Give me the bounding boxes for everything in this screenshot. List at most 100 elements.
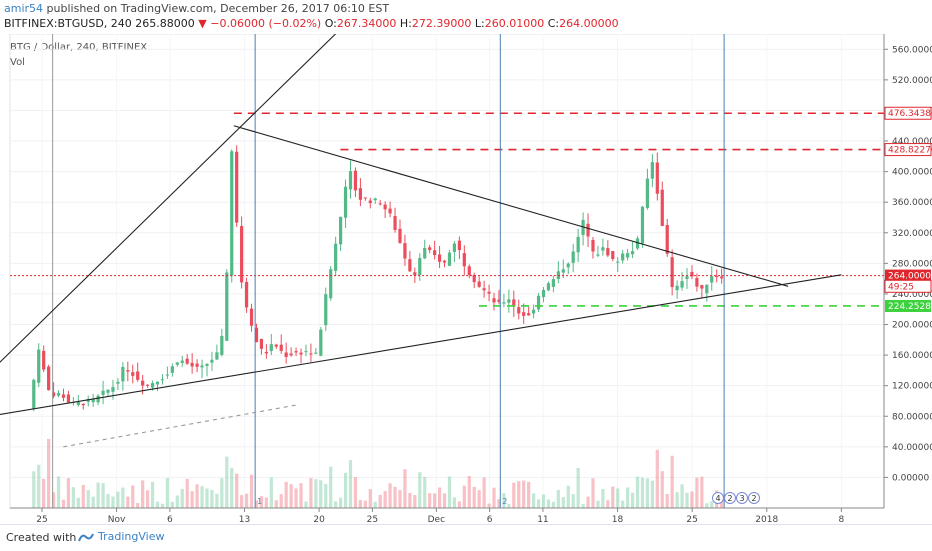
volume-bar [522, 480, 526, 508]
candle-body [106, 389, 110, 393]
created-with-text: Created with [6, 531, 77, 544]
candle-body [591, 239, 595, 252]
volume-label: Vol [10, 57, 25, 68]
volume-bar [531, 493, 536, 508]
candle-body [378, 203, 382, 205]
volume-bar [101, 483, 105, 508]
volume-bar [502, 493, 506, 508]
volume-bar [660, 471, 664, 508]
candle-body [319, 329, 323, 356]
candle-body [269, 344, 273, 352]
volume-bar [244, 493, 249, 508]
candle-body [180, 360, 184, 363]
volume-bar [358, 499, 363, 508]
candle-body [452, 243, 457, 252]
vline-marker: 2 [502, 497, 507, 506]
volume-bar [146, 490, 150, 508]
price-label: 476.34383 [888, 109, 932, 119]
tradingview-brand[interactable]: TradingView [78, 530, 164, 543]
candle-body [86, 399, 90, 402]
candle-body [467, 266, 471, 276]
candle-body [447, 252, 452, 266]
candle-body [690, 271, 694, 277]
volume-bar [616, 488, 620, 508]
volume-bar [418, 472, 422, 508]
y-tick-label: 160.00000 [892, 351, 932, 361]
candle-body [626, 253, 630, 258]
candle-body [457, 240, 461, 251]
low-label: L: [474, 17, 485, 30]
volume-bar [710, 501, 714, 508]
y-tick-label: 280.00000 [892, 259, 932, 269]
event-badge [736, 492, 748, 504]
candle-body [531, 309, 536, 314]
volume-bar [551, 501, 556, 508]
y-tick-label: 0.00000 [892, 473, 929, 483]
price-chart[interactable]: 12 560.00000520.00000480.00000440.000004… [0, 34, 932, 524]
event-badge [712, 492, 724, 504]
candle-body [665, 225, 669, 254]
volume-bar [388, 483, 392, 508]
candle-body [561, 269, 565, 273]
volume-bar [512, 482, 516, 508]
candle-body [408, 259, 412, 272]
candle-body [47, 366, 51, 391]
price-label-box [884, 106, 932, 120]
candle-body [200, 365, 204, 368]
candle-body [195, 363, 199, 367]
volume-bar [348, 460, 353, 508]
candle-body [254, 327, 259, 343]
candle-body [284, 352, 288, 357]
candle-body [358, 188, 363, 200]
trend-line [233, 125, 789, 287]
candle-body [249, 308, 254, 326]
candle-body [190, 362, 194, 367]
candle-body [101, 390, 105, 395]
candle-body [348, 171, 353, 190]
candle-body [705, 284, 709, 294]
volume-bar [685, 492, 689, 508]
candle-body [146, 384, 150, 386]
candle-body [512, 299, 516, 307]
volume-bar [274, 500, 278, 508]
volume-bar [150, 481, 155, 508]
symbol-label: BITFINEX:BTGUSD, 240 [4, 17, 132, 30]
candle-body [170, 366, 174, 373]
volume-bar [264, 497, 268, 508]
candle-body [314, 352, 318, 354]
volume-bar [527, 481, 531, 508]
candle-body [56, 393, 61, 396]
volume-bar [279, 494, 283, 508]
volume-bar [442, 493, 447, 508]
candle-body [131, 372, 135, 376]
candle-body [630, 251, 635, 255]
volume-bar [299, 483, 303, 508]
time-axis[interactable]: 25 Nov 6 13 20 25 Dec 6 11 18 25 2018 8 [10, 507, 884, 524]
author-link[interactable]: amir54 [4, 2, 44, 15]
trend-line [0, 34, 337, 363]
volume-bar [482, 477, 486, 508]
candle-body [541, 289, 546, 298]
candle-body [472, 275, 476, 283]
event-badge [748, 492, 760, 504]
candle-body [442, 260, 447, 263]
volume-bar [240, 495, 244, 508]
candle-body [418, 257, 422, 275]
volume-bar [86, 490, 90, 508]
candle-body [66, 394, 71, 403]
candle-body [185, 358, 189, 364]
volume-bar [121, 487, 125, 508]
volume-bar [61, 499, 66, 508]
x-tick-label: 18 [612, 515, 624, 524]
candle-body [240, 226, 244, 283]
volume-bar [561, 497, 565, 508]
candle-body [487, 291, 491, 294]
high-label: H: [399, 17, 412, 30]
volume-bar [423, 476, 427, 508]
candle-body [150, 383, 155, 388]
candle-body [363, 197, 367, 199]
candlesticks [32, 145, 724, 412]
price-axis[interactable]: 560.00000520.00000480.00000440.00000400.… [883, 34, 932, 508]
